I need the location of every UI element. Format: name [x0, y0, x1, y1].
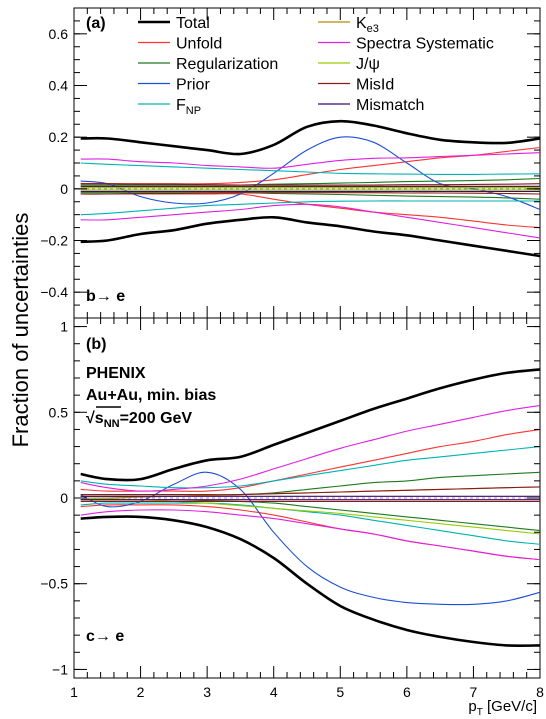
series-line-a-4: [80, 177, 541, 186]
y-tick-label: 0.2: [49, 129, 69, 145]
y-tick-label: 0.5: [49, 404, 69, 420]
legend-label: FNP: [176, 97, 201, 117]
x-tick-label: 4: [270, 684, 278, 700]
series-line-a-15: [80, 192, 541, 195]
panel-a-label: (a): [86, 15, 106, 32]
legend-label: J/ψ: [356, 56, 380, 73]
x-tick-label: 1: [70, 684, 78, 700]
legend-label: MisId: [356, 77, 394, 94]
series-line-a-7: [80, 162, 541, 175]
collision-system-label: Au+Au, min. bias: [86, 387, 216, 404]
y-tick-label: 0.4: [49, 78, 69, 94]
y-tick-label: 0: [60, 490, 68, 506]
panel-b: −1 −0.5 0 0.5 1 1 2 3 4 5 6 7 8 (b) PHENIX Au+Au, m…: [40, 317, 544, 718]
x-tick-labels: 1 2 3 4 5 6 7 8: [70, 684, 544, 700]
series-line-a-8: [80, 200, 540, 216]
panel-b-label: (b): [86, 336, 106, 353]
x-axis-label-unit: [GeV/c]: [483, 698, 537, 715]
x-tick-label: 7: [470, 684, 478, 700]
x-tick-label: 5: [336, 684, 344, 700]
legend-label: Mismatch: [356, 97, 424, 114]
legend-label: Unfold: [176, 36, 222, 53]
y-tick-label: 0.6: [49, 26, 69, 42]
x-axis-label-main: p: [468, 698, 476, 715]
legend-label: Total: [176, 15, 210, 32]
y-axis-label: Fraction of uncertainties: [8, 213, 33, 448]
x-axis-label-sub: T: [477, 707, 483, 718]
legend-label: Regularization: [176, 56, 278, 73]
panel-b-annotation: c→ e: [86, 628, 124, 645]
legend-label-main: F: [176, 97, 186, 114]
legend-label-sub: NP: [186, 105, 201, 117]
series-line-b-8: [80, 502, 541, 545]
x-tick-label: 6: [403, 684, 411, 700]
panel-a-series: [80, 119, 541, 258]
legend-label: Ke3: [356, 15, 379, 35]
series-line-a-1: [80, 215, 541, 258]
x-axis-label: pT [GeV/c]: [468, 698, 537, 718]
legend-label: Spectra Systematic: [356, 36, 494, 53]
series-line-b-0: [80, 368, 541, 482]
y-tick-label: 0: [60, 181, 68, 197]
series-line-a-10: [80, 152, 541, 169]
panel-b-ticks: [73, 318, 541, 678]
energy-label: √sNN=200 GeV: [86, 410, 192, 430]
y-tick-label: −0.4: [40, 284, 68, 300]
series-line-b-11: [80, 509, 541, 561]
sqrt-symbol: √: [86, 410, 95, 427]
series-line-b-1: [80, 515, 541, 647]
experiment-label: PHENIX: [86, 365, 146, 382]
legend-label: Prior: [176, 77, 210, 94]
legend-label-sub: e3: [367, 23, 379, 35]
energy-subscript: NN: [104, 418, 120, 430]
series-line-a-5: [80, 192, 541, 200]
y-tick-label: −0.2: [40, 233, 68, 249]
series-line-b-7: [80, 446, 541, 489]
energy-s: s: [95, 410, 104, 427]
x-tick-label: 8: [536, 684, 544, 700]
panel-a: −0.4 −0.2 0 0.2 0.4 0.6 (a) b→ e Total Unfold R…: [40, 7, 541, 319]
y-tick-label: −1: [52, 661, 68, 677]
x-tick-label: 3: [203, 684, 211, 700]
x-tick-label: 2: [137, 684, 145, 700]
series-line-a-11: [80, 203, 541, 239]
y-tick-label: −0.5: [40, 576, 68, 592]
panel-b-y-tick-labels: −1 −0.5 0 0.5 1: [40, 319, 68, 678]
panel-b-series: [80, 368, 541, 647]
energy-value: =200 GeV: [120, 410, 193, 427]
panel-a-annotation: b→ e: [86, 288, 125, 305]
series-line-a-0: [80, 119, 541, 156]
legend-label-main: K: [356, 15, 367, 32]
y-tick-label: 1: [60, 319, 68, 335]
legend: Total Unfold Regularization Prior FNP Ke3Spec…: [138, 15, 494, 117]
series-line-b-10: [80, 404, 541, 492]
panel-a-y-tick-labels: −0.4 −0.2 0 0.2 0.4 0.6: [40, 26, 68, 300]
series-line-a-14: [80, 183, 541, 186]
series-line-b-13: [80, 486, 541, 496]
panel-a-ticks: [73, 7, 541, 319]
